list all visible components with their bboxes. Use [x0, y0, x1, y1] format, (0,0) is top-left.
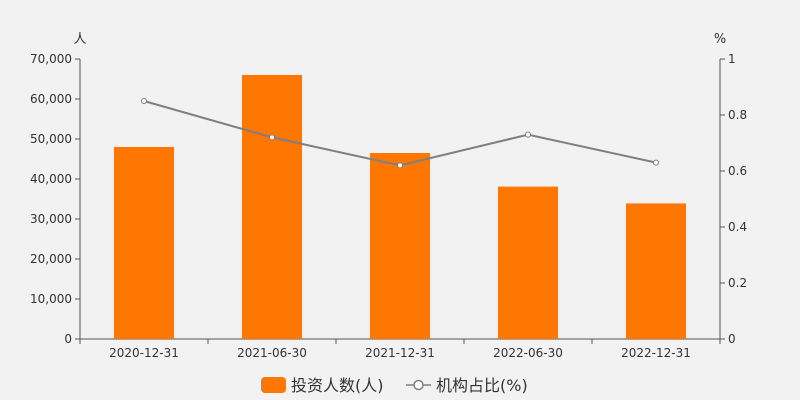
- left-axis-tick-label: 40,000: [30, 172, 72, 186]
- line-point: [397, 162, 403, 169]
- bar: [626, 203, 686, 339]
- line-point: [653, 159, 659, 166]
- bar: [242, 75, 302, 339]
- axes-layer: 0 10,000 20,000 30,000 40,000 50,000 60,000 70,…: [30, 32, 747, 360]
- left-axis-tick-label: 10,000: [30, 292, 72, 306]
- legend-bar-label: 投资人数(人): [291, 376, 384, 395]
- left-axis-tick-label: 20,000: [30, 252, 72, 266]
- x-axis-tick-label: 2020-12-31: [109, 346, 179, 360]
- legend: 投资人数(人) 机构占比(%): [261, 376, 528, 395]
- left-axis-tick-label: 50,000: [30, 132, 72, 146]
- left-axis-unit: 人: [73, 32, 86, 47]
- right-axis-unit: %: [714, 32, 726, 47]
- left-axis-tick-label: 0: [64, 332, 72, 346]
- right-axis-tick-label: 1: [728, 52, 736, 66]
- right-axis-tick-label: 0.6: [728, 164, 747, 178]
- legend-line-label: 机构占比(%): [436, 376, 528, 395]
- bars-layer: [114, 75, 686, 339]
- right-axis-tick-label: 0.4: [728, 220, 747, 234]
- left-axis-tick-label: 30,000: [30, 212, 72, 226]
- x-axis-tick-label: 2021-06-30: [237, 346, 307, 360]
- x-axis-tick-label: 2021-12-31: [365, 346, 435, 360]
- bar: [114, 147, 174, 339]
- right-axis-tick-label: 0.2: [728, 276, 747, 290]
- legend-bar-swatch: [261, 377, 286, 393]
- line-point: [141, 98, 147, 104]
- bar: [498, 186, 558, 339]
- line-point: [269, 134, 275, 141]
- x-axis-tick-label: 2022-12-31: [621, 346, 691, 360]
- line-layer: [141, 98, 659, 169]
- legend-line-marker: [413, 379, 424, 391]
- right-axis-tick-label: 0: [728, 332, 736, 346]
- right-axis-tick-label: 0.8: [728, 108, 747, 122]
- bar: [370, 153, 430, 339]
- x-axis-tick-label: 2022-06-30: [493, 346, 563, 360]
- left-axis-tick-label: 60,000: [30, 92, 72, 106]
- line-point: [525, 131, 531, 138]
- left-axis-tick-label: 70,000: [30, 52, 72, 66]
